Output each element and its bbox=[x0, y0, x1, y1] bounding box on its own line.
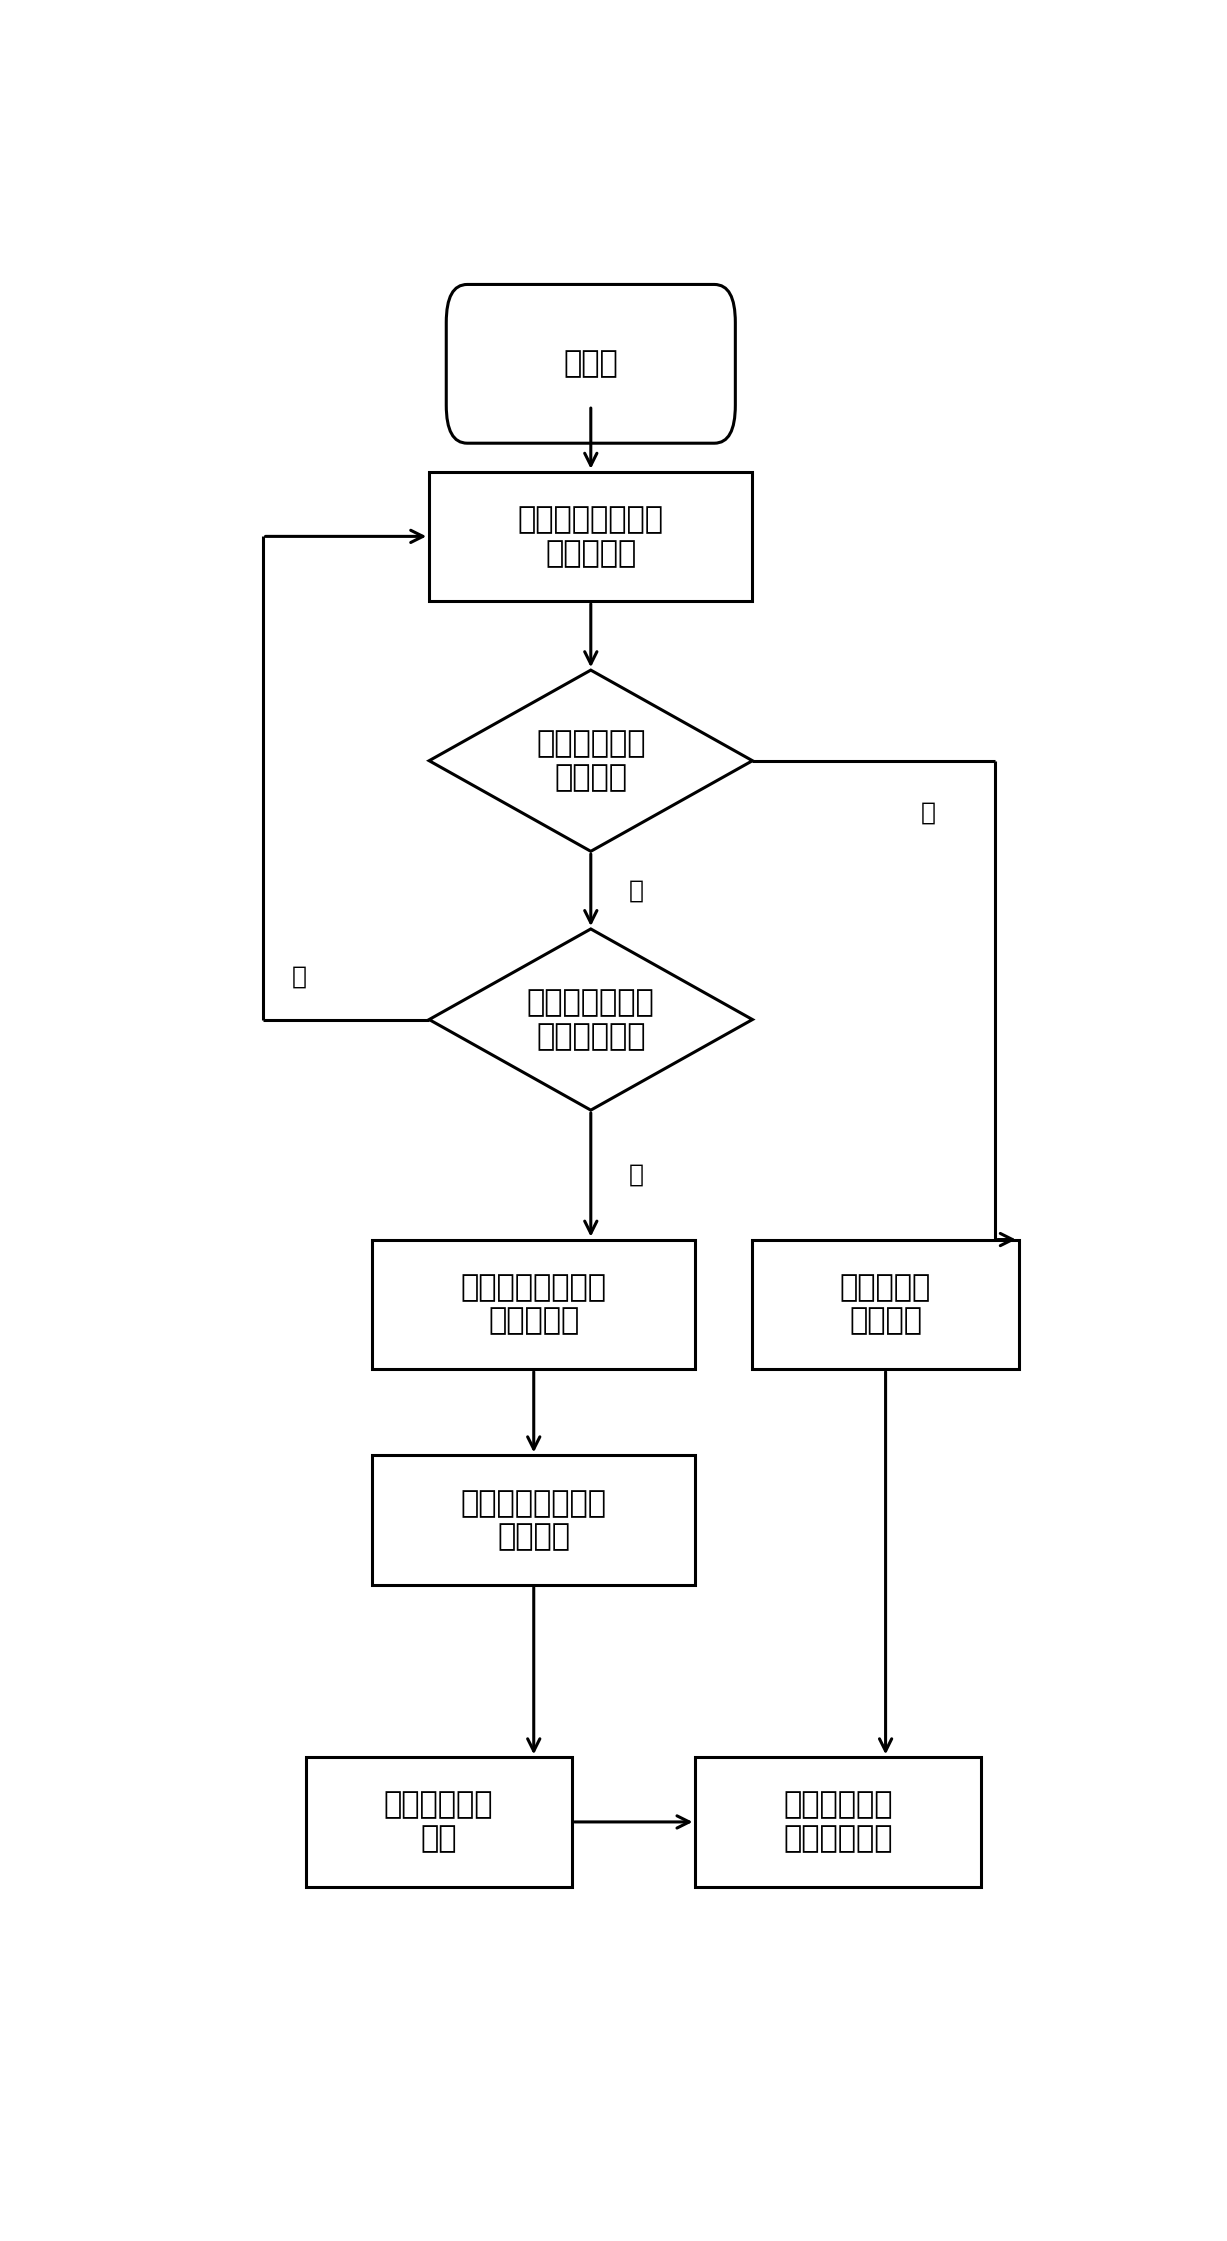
Bar bbox=[372, 1454, 696, 1584]
Text: 获取信号强度与目
标转向速度: 获取信号强度与目 标转向速度 bbox=[461, 1273, 606, 1336]
Text: 初始化: 初始化 bbox=[563, 350, 618, 379]
Bar bbox=[696, 1757, 980, 1887]
Text: 否: 否 bbox=[628, 1163, 644, 1188]
Bar bbox=[752, 1239, 1018, 1369]
Bar bbox=[372, 1239, 696, 1369]
Text: 发射装置与轮椅
是否断开连接: 发射装置与轮椅 是否断开连接 bbox=[526, 988, 655, 1051]
Text: 求出轮椅跟随
速度: 求出轮椅跟随 速度 bbox=[384, 1791, 493, 1853]
Bar bbox=[306, 1757, 572, 1887]
Text: 求出目标与轮椅的
相对位置: 求出目标与轮椅的 相对位置 bbox=[461, 1488, 606, 1551]
Polygon shape bbox=[429, 670, 752, 852]
Text: 操纵杆是否有
信号输入: 操纵杆是否有 信号输入 bbox=[536, 728, 645, 791]
FancyBboxPatch shape bbox=[447, 285, 735, 444]
Bar bbox=[429, 471, 752, 601]
Text: 是: 是 bbox=[921, 800, 936, 825]
Text: 输出模拟信号
控制轮椅速度: 输出模拟信号 控制轮椅速度 bbox=[783, 1791, 893, 1853]
Text: 否: 否 bbox=[628, 878, 644, 903]
Text: 解析操纵杆
控制指令: 解析操纵杆 控制指令 bbox=[840, 1273, 931, 1336]
Text: 是: 是 bbox=[291, 964, 307, 988]
Text: 目标发射装置与轮
椅进行连接: 目标发射装置与轮 椅进行连接 bbox=[518, 504, 664, 567]
Polygon shape bbox=[429, 930, 752, 1109]
